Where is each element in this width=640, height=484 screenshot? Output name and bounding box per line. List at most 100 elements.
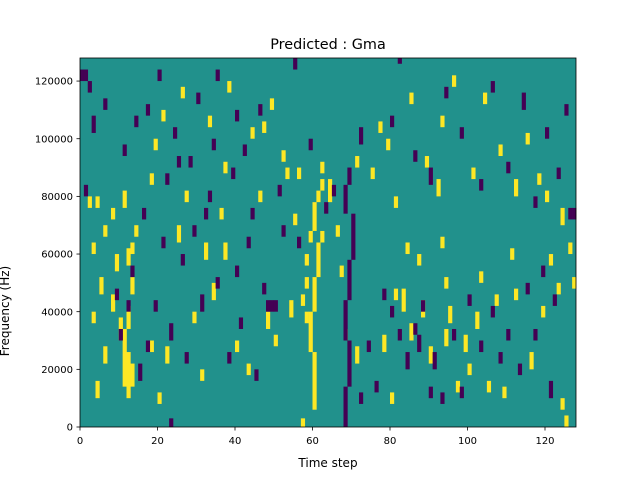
heatmap-cell-low (176, 156, 182, 168)
heatmap-cell-high (448, 305, 453, 324)
heatmap-cell-low (235, 265, 240, 278)
heatmap-cell-high (184, 190, 189, 203)
heatmap-cell-high (304, 254, 309, 266)
heatmap-cell-low (258, 104, 263, 116)
heatmap-cell-high (440, 236, 445, 249)
heatmap-cell-high (300, 418, 306, 427)
heatmap-cell-low (83, 184, 89, 197)
heatmap-cell-low (114, 288, 120, 301)
heatmap-cell-high (289, 300, 294, 318)
heatmap-cell-high (204, 242, 209, 260)
heatmap-cell-high (269, 98, 275, 110)
y-tick-label: 20000 (41, 365, 73, 376)
heatmap-cell-low (359, 392, 364, 404)
y-tick-label: 100000 (35, 134, 73, 145)
heatmap-cell-low (459, 386, 464, 399)
plot-area (79, 57, 577, 428)
heatmap-cell-high (401, 288, 406, 312)
heatmap-cell-low (266, 300, 271, 312)
heatmap-cell-high (99, 277, 104, 295)
heatmap-cell-high (103, 225, 108, 237)
heatmap-cell-low (138, 363, 143, 381)
heatmap-cell-high (122, 328, 127, 387)
y-axis-label: Frequency (Hz) (0, 266, 12, 357)
heatmap-cell-high (126, 305, 131, 329)
heatmap-cell-low (351, 213, 356, 260)
heatmap-cell-high (192, 311, 197, 324)
heatmap-background (80, 58, 576, 427)
heatmap-cell-high (149, 173, 154, 185)
heatmap-cell-high (91, 242, 96, 255)
heatmap-cell-low (556, 167, 561, 180)
heatmap-cell-high (424, 156, 430, 168)
heatmap-cell-high (312, 352, 317, 410)
x-tick-label: 100 (458, 436, 477, 447)
heatmap-cell-high (568, 242, 573, 255)
heatmap-cell-low (517, 363, 523, 376)
heatmap-cell-high (393, 288, 399, 301)
heatmap-cell-high (541, 305, 546, 318)
heatmap-cell-high (564, 415, 569, 427)
heatmap-cells (80, 58, 577, 427)
heatmap-cell-low (80, 69, 85, 82)
heatmap-cell-high (409, 323, 414, 341)
heatmap-cell-low (211, 138, 216, 151)
heatmap-cell-low (374, 380, 379, 393)
heatmap-cell-low (235, 109, 240, 122)
heatmap-cell-high (165, 346, 170, 364)
heatmap-cell-low (417, 334, 422, 353)
heatmap-cell-high (103, 346, 108, 364)
heatmap-cell-low (397, 58, 402, 64)
heatmap-cell-high (111, 207, 116, 220)
heatmap-cell-low (498, 352, 503, 364)
heatmap-cell-high (467, 363, 472, 376)
heatmap-cell-low (459, 127, 464, 139)
heatmap-cell-high (370, 167, 375, 180)
heatmap-cell-low (390, 115, 395, 128)
heatmap-cell-low (277, 184, 282, 197)
heatmap-cell-high (157, 392, 162, 404)
heatmap-cell-high (479, 271, 484, 283)
heatmap-cell-low (444, 86, 449, 99)
heatmap-cell-low (200, 294, 205, 312)
heatmap-cell-high (312, 202, 317, 231)
heatmap-cell-low (118, 328, 123, 341)
heatmap-cell-low (541, 265, 546, 278)
heatmap-cell-low (506, 328, 511, 341)
heatmap-cell-high (316, 190, 321, 203)
heatmap-cell-low (413, 323, 418, 335)
heatmap-cell-high (281, 150, 286, 162)
heatmap-cell-high (417, 254, 422, 266)
x-tick-label: 120 (535, 436, 554, 447)
heatmap-cell-low (207, 190, 213, 203)
heatmap-cell-high (111, 294, 116, 312)
heatmap-cell-high (308, 311, 313, 353)
heatmap-cell-low (359, 127, 364, 145)
heatmap-cell-high (87, 196, 92, 208)
heatmap-cell-high (122, 190, 127, 208)
y-tick-label: 0 (67, 423, 73, 434)
heatmap-cell-high (335, 225, 340, 237)
heatmap-cell-high (130, 277, 135, 295)
heatmap-cell-high (320, 230, 325, 243)
heatmap-cell-high (304, 277, 309, 289)
heatmap-cell-low (490, 81, 495, 93)
heatmap-cell-low (192, 225, 197, 237)
heatmap-cell-high (126, 352, 131, 399)
heatmap-cell-low (397, 328, 402, 341)
heatmap-cell-high (514, 288, 519, 301)
heatmap-cell-low (331, 184, 337, 197)
heatmap-cell-high (223, 242, 228, 260)
heatmap-cell-high (393, 196, 399, 208)
heatmap-cell-high (200, 369, 205, 381)
heatmap-cell-low (390, 305, 395, 318)
heatmap-cell-high (95, 196, 100, 208)
heatmap-cell-low (568, 207, 573, 220)
heatmap-cell-low (343, 386, 348, 427)
heatmap-cell-low (366, 340, 371, 353)
heatmap-cell-high (235, 340, 240, 353)
heatmap-cell-low (173, 127, 178, 139)
y-tick-label: 40000 (41, 307, 73, 318)
plot-frame (79, 57, 577, 428)
